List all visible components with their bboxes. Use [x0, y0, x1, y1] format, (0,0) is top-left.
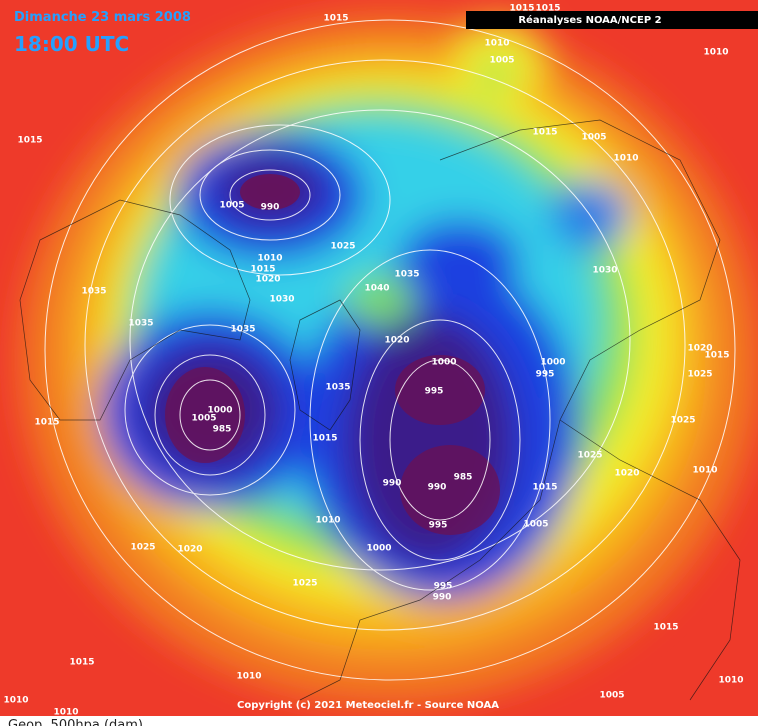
contour-label: 1000: [207, 406, 232, 416]
contour-label: 1015: [653, 623, 678, 633]
contour-label: 1010: [484, 39, 509, 49]
contour-label: 1025: [130, 543, 155, 553]
contour-label: 1020: [177, 545, 202, 555]
contour-label: 995: [434, 582, 453, 592]
contour-label: 1000: [540, 358, 565, 368]
contour-label: 1015: [250, 265, 275, 275]
contour-label: 1010: [703, 48, 728, 58]
time: 18:00 UTC: [14, 32, 129, 56]
contour-label: 1040: [364, 284, 389, 294]
contour-label: 1025: [687, 370, 712, 380]
contour-label: 1030: [269, 295, 294, 305]
contour-label: 1010: [718, 676, 743, 686]
contour-label: 1035: [128, 319, 153, 329]
contour-label: 990: [428, 483, 447, 493]
contour-label: 1010: [692, 466, 717, 476]
contour-label: 1025: [670, 416, 695, 426]
contour-label: 1015: [532, 483, 557, 493]
date: Dimanche 23 mars 2008: [14, 10, 191, 25]
contour-label: 1005: [489, 56, 514, 66]
contour-label: 990: [383, 479, 402, 489]
contour-label: 1035: [394, 270, 419, 280]
field-caption: Geop. 500hpa (dam): [8, 718, 143, 726]
contour-label: 1025: [292, 579, 317, 589]
contour-label: 1005: [219, 201, 244, 211]
contour-label: 1035: [325, 383, 350, 393]
contour-label: 1015: [312, 434, 337, 444]
contour-label: 985: [213, 425, 232, 435]
contour-label: 1005: [581, 133, 606, 143]
contour-label: 990: [261, 203, 280, 213]
contour-label: 1010: [613, 154, 638, 164]
contour-label: 1025: [577, 451, 602, 461]
contour-label: 1030: [592, 266, 617, 276]
contour-label: 1035: [230, 325, 255, 335]
contour-label: 990: [433, 593, 452, 603]
contour-label: 1015: [34, 418, 59, 428]
contour-label: 995: [425, 387, 444, 397]
contour-label: 1010: [3, 696, 28, 706]
contour-label: 1020: [255, 275, 280, 285]
contour-label: 1015: [509, 4, 534, 14]
contour-label: 995: [536, 370, 555, 380]
contour-label: 1010: [315, 516, 340, 526]
contour-label: 1005: [523, 520, 548, 530]
contour-label: 1015: [535, 4, 560, 14]
contour-label: 1015: [17, 136, 42, 146]
contour-label: 1020: [384, 336, 409, 346]
contour-label: 1020: [614, 469, 639, 479]
contour-label: 1010: [257, 254, 282, 264]
contour-label: 1015: [69, 658, 94, 668]
contour-label: 1000: [366, 544, 391, 554]
contour-label: 1010: [53, 708, 78, 718]
contour-label: 985: [454, 473, 473, 483]
contour-label: 1010: [236, 672, 261, 682]
contour-label: 1005: [599, 691, 624, 701]
contour-label: 1015: [532, 128, 557, 138]
contour-label: 1035: [81, 287, 106, 297]
contour-label: 1025: [330, 242, 355, 252]
contour-label: 1000: [431, 358, 456, 368]
contour-label: 1005: [191, 414, 216, 424]
contour-label: 995: [429, 521, 448, 531]
contour-label: 1020: [687, 344, 712, 354]
contour-label: 1015: [704, 351, 729, 361]
source-badge: Réanalyses NOAA/NCEP 2: [518, 14, 661, 26]
contour-label: 1015: [323, 14, 348, 24]
geopotential-field: [0, 0, 758, 716]
source-badge-bg: [466, 11, 758, 29]
copyright: Copyright (c) 2021 Meteociel.fr - Source…: [237, 700, 499, 711]
